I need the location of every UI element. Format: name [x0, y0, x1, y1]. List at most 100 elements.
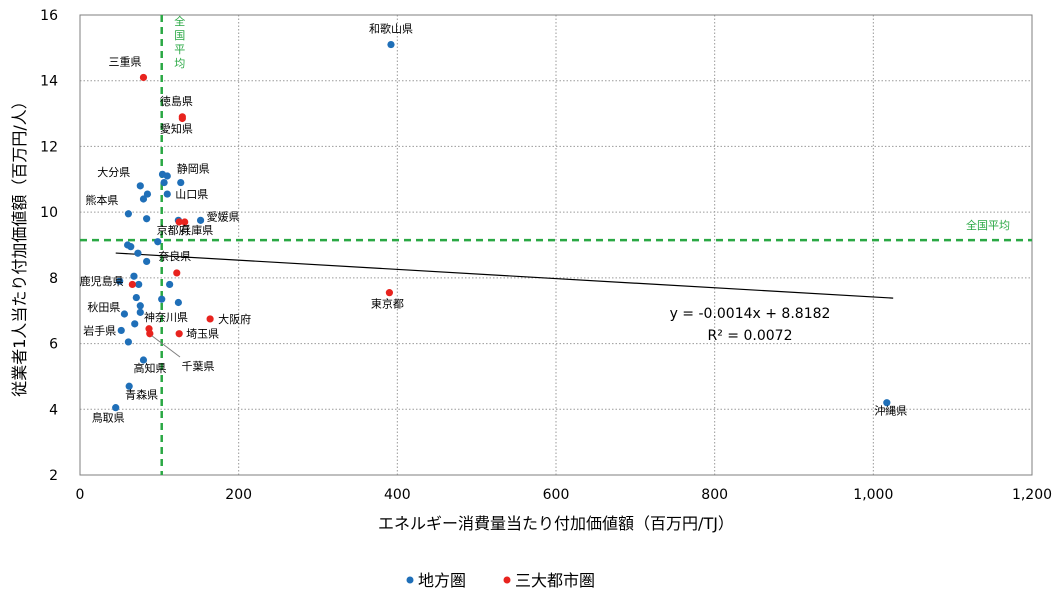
callout-label: 千葉県	[182, 359, 215, 373]
point-sandaitoshiken	[139, 73, 148, 82]
legend-marker-chihoken	[406, 576, 414, 584]
x-tick-label: 1,200	[1012, 487, 1052, 503]
axis-ticks: 0 200 400 600 800 1,000 1,200 2 4 6 8 10 12 14 16	[40, 8, 1052, 503]
point-chihoken	[120, 310, 129, 318]
point-chihoken	[127, 243, 135, 251]
callout-leader-line	[151, 335, 181, 358]
point-label: 徳島県	[160, 94, 193, 108]
point-chihoken	[163, 190, 171, 198]
national-average-vertical-label: 全国平均	[174, 14, 185, 70]
point-label: 沖縄県	[874, 404, 907, 418]
legend-label-chihoken: 地方圏	[418, 571, 466, 590]
x-tick-label: 1,000	[853, 487, 893, 503]
y-tick-label: 14	[40, 74, 58, 90]
point-chihoken	[116, 277, 124, 285]
point-chihoken	[143, 215, 151, 223]
trendline-r-squared: R² = 0.0072	[708, 328, 793, 344]
point-chihoken	[124, 210, 132, 218]
point-sandaitoshiken	[128, 280, 136, 289]
y-tick-label: 16	[40, 8, 58, 24]
point-label: 青森県	[125, 387, 158, 401]
point-chihoken	[174, 298, 182, 307]
point-chihoken	[166, 280, 174, 289]
point-label: 埼玉県	[186, 327, 219, 341]
point-label: 岩手県	[83, 323, 116, 337]
point-chihoken	[130, 272, 138, 280]
x-tick-label: 0	[76, 487, 85, 503]
y-tick-label: 12	[40, 139, 58, 155]
point-chihoken	[143, 257, 151, 266]
point-chihoken	[177, 178, 185, 187]
point-label: 山口県	[175, 188, 208, 201]
point-chihoken	[131, 320, 139, 328]
grid-lines	[80, 15, 1032, 475]
x-axis-title: エネルギー消費量当たり付加価値額（百万円/TJ）	[378, 514, 734, 533]
y-axis-title: 従業者1人当たり付加価値額（百万円/人）	[10, 93, 29, 397]
point-label: 神奈川県	[144, 310, 188, 324]
trendline	[115, 252, 894, 299]
legend-label-sandaitoshiken: 三大都市圏	[515, 571, 595, 590]
point-chihoken	[154, 238, 162, 246]
x-tick-label: 200	[225, 487, 252, 503]
point-chihoken	[124, 338, 132, 346]
trendline-group	[115, 252, 894, 299]
point-chihoken	[163, 172, 171, 180]
y-tick-label: 10	[40, 205, 58, 221]
point-label: 京都府	[157, 223, 190, 237]
data-points	[112, 40, 891, 412]
point-sandaitoshiken	[181, 218, 189, 226]
x-tick-label: 400	[384, 487, 411, 503]
national-average-horizontal-label: 全国平均	[966, 218, 1010, 232]
point-chihoken	[125, 382, 133, 390]
point-chihoken	[139, 356, 148, 364]
point-chihoken	[132, 293, 140, 302]
point-chihoken	[139, 195, 148, 203]
point-label: 高知県	[133, 361, 166, 375]
y-tick-label: 8	[49, 271, 58, 287]
y-tick-label: 6	[49, 337, 58, 353]
point-sandaitoshiken	[175, 218, 183, 226]
plot-area	[79, 14, 1033, 476]
x-tick-label: 800	[701, 487, 728, 503]
legend-marker-sandaitoshiken	[503, 576, 511, 584]
legend: 地方圏 三大都市圏	[406, 571, 595, 590]
point-chihoken	[160, 178, 168, 187]
point-label: 静岡県	[177, 162, 210, 176]
y-tick-label: 2	[49, 468, 58, 484]
point-sandaitoshiken	[173, 269, 181, 277]
point-label: 熊本県	[85, 193, 118, 207]
point-label: 三重県	[108, 54, 141, 68]
point-chihoken	[117, 326, 125, 335]
point-sandaitoshiken	[178, 114, 186, 123]
point-label: 東京都	[371, 297, 404, 311]
point-sandaitoshiken	[385, 289, 393, 297]
point-chihoken	[196, 216, 205, 224]
point-chihoken	[135, 280, 143, 289]
x-tick-label: 600	[543, 487, 570, 503]
point-label: 兵庫県	[180, 223, 213, 237]
point-chihoken	[136, 302, 144, 310]
y-tick-label: 4	[49, 402, 58, 418]
point-label: 鹿児島県	[80, 274, 124, 288]
point-chihoken	[136, 308, 144, 316]
point-label: 和歌山県	[369, 22, 413, 36]
point-label: 愛知県	[160, 122, 193, 136]
point-label: 鳥取県	[92, 411, 125, 425]
point-chihoken	[387, 40, 395, 49]
point-chihoken	[134, 249, 142, 257]
point-chihoken	[883, 399, 891, 407]
point-label: 愛媛県	[207, 209, 240, 223]
point-label: 奈良県	[158, 249, 191, 263]
point-chihoken	[136, 182, 144, 190]
point-label: 大阪府	[218, 312, 251, 326]
point-sandaitoshiken	[146, 330, 154, 338]
point-label: 大分県	[97, 165, 130, 179]
point-chihoken	[112, 404, 120, 412]
point-chihoken	[158, 295, 166, 303]
point-sandaitoshiken	[206, 315, 214, 323]
trendline-equation: y = -0.0014x + 8.8182	[670, 306, 831, 322]
point-sandaitoshiken	[175, 330, 183, 338]
